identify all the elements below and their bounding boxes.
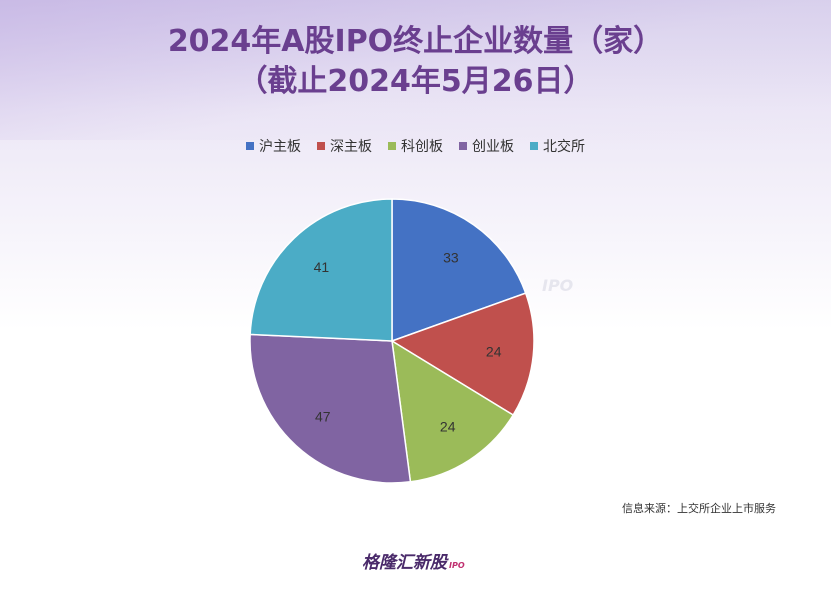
footer-logo-text: 格隆汇新股 bbox=[362, 553, 447, 573]
pie-data-label-1: 33 bbox=[443, 249, 459, 265]
pie-data-label-2: 24 bbox=[486, 343, 502, 359]
pie-slice-3 bbox=[391, 339, 515, 483]
pie-data-label-3: 24 bbox=[440, 419, 456, 435]
source-note: 信息来源：上交所企业上市服务 bbox=[622, 502, 776, 515]
legend-label: 创业板 bbox=[472, 139, 514, 155]
legend-label: 深主板 bbox=[330, 139, 372, 155]
legend-item-1: 沪主板 bbox=[246, 136, 301, 156]
pie-data-label-5: 41 bbox=[314, 259, 330, 275]
legend-swatch bbox=[246, 142, 254, 150]
legend-label: 科创板 bbox=[401, 139, 443, 155]
watermark-sub: IPO bbox=[542, 276, 574, 295]
legend-swatch bbox=[459, 142, 467, 150]
legend-label: 北交所 bbox=[543, 139, 585, 155]
pie-slice-4 bbox=[249, 333, 412, 484]
legend-swatch bbox=[317, 142, 325, 150]
chart-title: 2024年A股IPO终止企业数量（家） （截止2024年5月26日） bbox=[0, 22, 831, 102]
chart-legend: 沪主板 深主板 科创板 创业板 北交所 bbox=[0, 136, 831, 156]
footer-logo-sub: IPO bbox=[449, 561, 465, 570]
legend-item-4: 创业板 bbox=[459, 136, 514, 156]
legend-item-2: 深主板 bbox=[317, 136, 372, 156]
legend-swatch bbox=[530, 142, 538, 150]
chart-title-line1: 2024年A股IPO终止企业数量（家） bbox=[167, 24, 664, 59]
legend-label: 沪主板 bbox=[259, 139, 301, 155]
pie-slice-2 bbox=[390, 292, 535, 417]
pie-data-label-4: 47 bbox=[315, 408, 331, 424]
chart-title-line2: （截止2024年5月26日） bbox=[237, 64, 594, 99]
legend-item-3: 科创板 bbox=[388, 136, 443, 156]
pie-slice-5 bbox=[249, 198, 393, 342]
legend-swatch bbox=[388, 142, 396, 150]
pie-slice-1 bbox=[391, 198, 527, 343]
legend-item-5: 北交所 bbox=[530, 136, 585, 156]
footer-logo: 格隆汇新股 IPO bbox=[362, 548, 465, 573]
